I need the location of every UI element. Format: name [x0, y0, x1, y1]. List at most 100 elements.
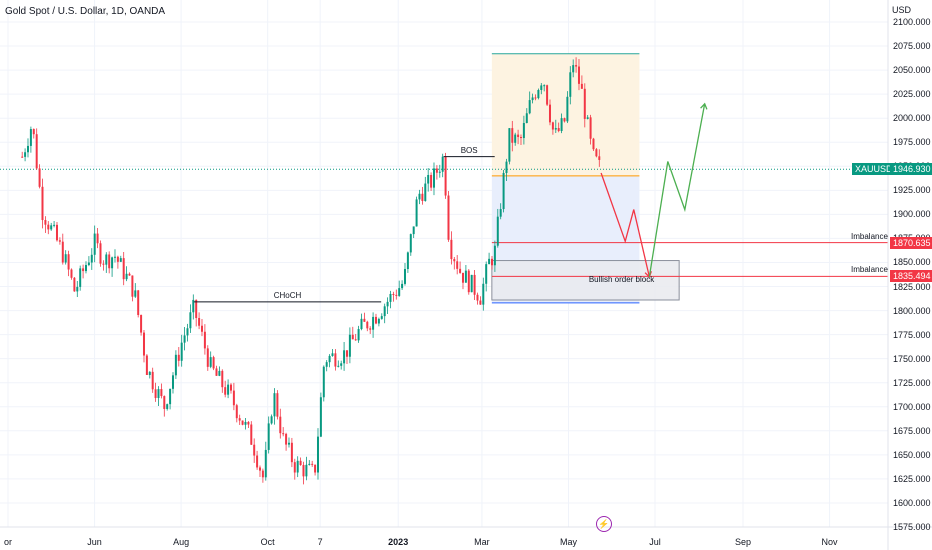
price-tick-label: 1700.000 — [893, 401, 931, 412]
candle-body — [177, 354, 180, 361]
candle-body — [444, 156, 447, 196]
price-tick-label: 1825.000 — [893, 281, 931, 292]
candle-body — [398, 288, 401, 296]
candle-body — [192, 299, 195, 313]
candle-body — [50, 225, 53, 230]
candle-body — [157, 389, 160, 398]
annotation-bos: BOS — [460, 145, 478, 155]
candle-body — [131, 275, 134, 297]
candle-body — [148, 371, 151, 375]
candle-body — [383, 306, 386, 317]
candle-body — [508, 128, 511, 162]
candle-body — [87, 262, 90, 266]
candle-body — [543, 85, 546, 87]
candle-body — [122, 258, 125, 280]
candle-body — [499, 209, 502, 217]
candle-body — [459, 268, 462, 273]
candle-body — [595, 149, 598, 157]
candle-body — [334, 353, 337, 367]
time-tick-label: Mar — [474, 537, 490, 547]
candle-body — [589, 117, 592, 139]
time-tick-label: Nov — [821, 537, 838, 547]
candle-body — [557, 128, 560, 132]
price-tick-label: 1725.000 — [893, 377, 931, 388]
candle-body — [435, 168, 438, 173]
candle-body — [247, 421, 250, 425]
candle-body — [180, 342, 183, 361]
candle-body — [534, 97, 537, 99]
order-block-label: Bullish order block — [588, 275, 655, 285]
price-tick-label: 1975.000 — [893, 137, 931, 148]
flash-icon[interactable]: ⚡ — [596, 516, 612, 532]
candle-body — [137, 290, 140, 315]
candle-body — [296, 460, 299, 473]
candle-body — [305, 464, 308, 477]
candle-body — [519, 137, 522, 139]
candle-body — [111, 257, 114, 269]
candle-body — [575, 65, 578, 67]
candle-body — [44, 220, 47, 225]
candle-body — [415, 199, 418, 227]
candle-body — [21, 156, 24, 158]
candle-body — [453, 259, 456, 262]
price-tick-label: 1675.000 — [893, 425, 931, 436]
candle-body — [282, 433, 285, 435]
price-tick-label: 2025.000 — [893, 89, 931, 100]
candle-body — [319, 397, 322, 437]
candle-body — [261, 470, 264, 478]
candle-body — [308, 463, 311, 465]
candle-body — [276, 393, 279, 417]
candle-body — [47, 224, 50, 230]
candle-body — [328, 355, 331, 363]
symbol-tag: XAUUSD — [852, 163, 896, 176]
candle-body — [395, 294, 398, 296]
candle-body — [447, 195, 450, 240]
candle-body — [302, 465, 305, 477]
candle-body — [189, 312, 192, 329]
candle-body — [244, 421, 247, 425]
currency-label: USD — [892, 5, 912, 15]
candle-body — [351, 334, 354, 340]
candle-body — [238, 418, 241, 421]
candle-body — [116, 256, 119, 262]
candle-body — [224, 387, 227, 395]
candle-body — [102, 263, 105, 265]
candle-body — [84, 265, 87, 272]
candle-body — [119, 258, 122, 262]
candle-body — [174, 354, 177, 376]
candle-body — [229, 384, 232, 391]
candle-body — [340, 363, 343, 366]
price-tick-label: 1600.000 — [893, 497, 931, 508]
candle-body — [67, 254, 70, 270]
candle-body — [430, 174, 433, 188]
candle-body — [354, 339, 357, 341]
candle-body — [29, 129, 32, 146]
candle-body — [145, 355, 148, 375]
candle-body — [26, 145, 29, 153]
candle-body — [171, 375, 174, 389]
candle-body — [577, 66, 580, 84]
candle-body — [151, 371, 154, 390]
candle-body — [502, 172, 505, 210]
candle-body — [279, 416, 282, 434]
candle-body — [572, 65, 575, 73]
time-tick-label: Aug — [173, 537, 190, 547]
candle-body — [493, 245, 496, 266]
time-tick-label: Sep — [734, 537, 752, 547]
candle-body — [128, 273, 131, 276]
candle-body — [505, 161, 508, 173]
candle-body — [154, 389, 157, 398]
candle-body — [485, 264, 488, 284]
projection-path-1 — [648, 103, 706, 278]
price-tick-label: 1575.000 — [893, 522, 931, 532]
candle-body — [418, 193, 421, 200]
candle-body — [546, 85, 549, 105]
candle-body — [166, 404, 169, 409]
price-tick-label: 1775.000 — [893, 329, 931, 340]
candle-body — [140, 314, 143, 333]
candle-body — [363, 318, 366, 322]
candle-body — [450, 239, 453, 260]
candle-body — [160, 389, 163, 397]
candle-body — [517, 134, 520, 138]
